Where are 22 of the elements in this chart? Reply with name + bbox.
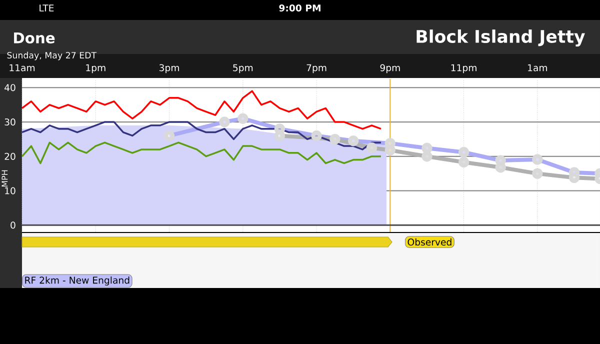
x-tick-label: 7pm	[306, 64, 326, 74]
line-series	[22, 90, 382, 130]
y-tick-label: 20	[4, 152, 16, 160]
chart-subtitle: Sunday, May 27 EDT	[7, 52, 97, 60]
x-tick-label: 5pm	[233, 64, 253, 74]
x-tick-label: 1pm	[86, 64, 106, 74]
y-tick-label: 10	[5, 187, 16, 194]
x-tick-label: 3pm	[160, 64, 179, 74]
text: RF 2km - New England	[25, 276, 130, 286]
x-tick-label: 11am	[10, 64, 35, 72]
text: Observed	[408, 238, 452, 246]
y-tick-label: 40	[4, 84, 16, 92]
text: LTE	[40, 4, 54, 12]
x-tick-label: 11pm	[451, 64, 476, 74]
x-tick-label: 1am	[528, 64, 547, 72]
chart-title: Block Island Jetty	[416, 30, 585, 46]
text: Done	[14, 32, 55, 44]
text: 9:00 PM	[279, 4, 320, 12]
y-axis-title: MPH	[2, 170, 8, 187]
y-tick-label: 0	[10, 222, 16, 229]
x-tick-label: 9pm	[380, 64, 400, 74]
y-tick-label: 30	[4, 118, 16, 126]
